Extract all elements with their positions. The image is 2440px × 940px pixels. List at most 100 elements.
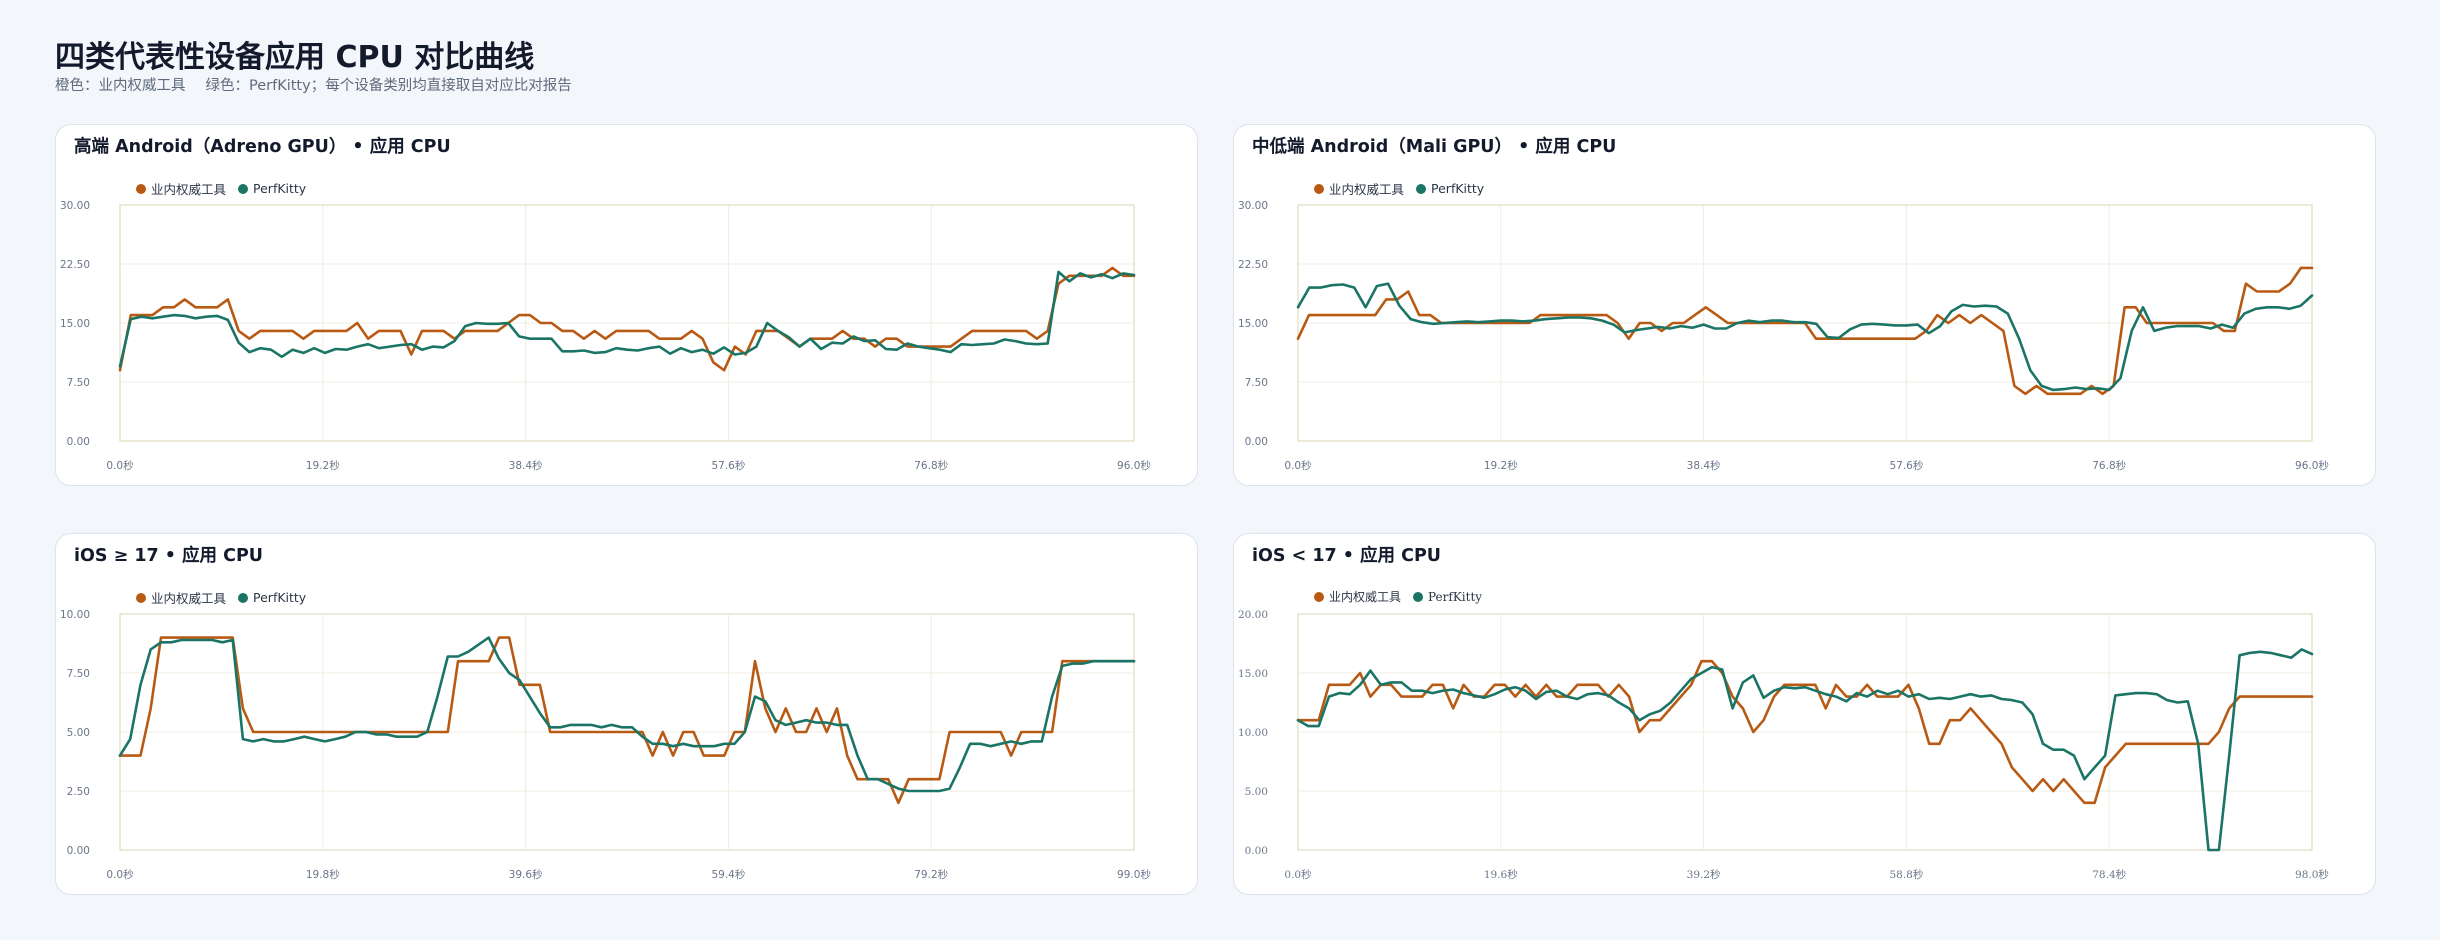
legend-item-industry: 业内权威工具 [1314,179,1404,198]
chart-title: iOS ≥ 17 • 应用 CPU [74,546,264,566]
y-tick-label: 15.00 [1238,318,1268,330]
series-line-industry [118,266,1136,372]
chart-legend: 业内权威工具 PerfKitty [1314,179,1496,198]
y-tick-label: 20.00 [1238,609,1268,621]
chart-panel-ios-17plus: iOS ≥ 17 • 应用 CPU 业内权威工具 PerfKitty 0.00 2… [55,533,1198,895]
series-line-perfkitty [1296,282,2314,392]
legend-dot-industry [136,592,146,603]
y-tick-label: 30.00 [60,200,90,212]
y-tick-label: 10.00 [60,609,90,621]
legend-dot-perfkitty [1413,591,1424,602]
series-line-perfkitty [118,636,1136,793]
y-tick-label: 7.50 [67,377,90,389]
legend-item-perfkitty: PerfKitty [238,590,306,605]
page-title: 四类代表性设备应用 CPU 对比曲线 [55,40,535,75]
y-tick-label: 7.50 [67,668,90,680]
x-tick-label: 39.2秒 [1687,868,1721,881]
legend-dot-industry [1314,591,1324,602]
legend-item-industry: 业内权威工具 [136,179,226,198]
y-tick-label: 15.00 [1238,668,1268,680]
y-tick-label: 5.00 [1245,786,1268,798]
legend-dot-perfkitty [238,183,249,194]
x-tick-label: 96.0秒 [2295,459,2329,472]
chart-title: iOS < 17 • 应用 CPU [1252,546,1442,566]
legend-label-perfkitty: PerfKitty [1428,589,1483,604]
legend-label-industry: 业内权威工具 [151,182,227,197]
chart-legend: 业内权威工具 PerfKitty [136,588,318,607]
legend-label-industry: 业内权威工具 [1329,590,1402,604]
x-tick-label: 76.8秒 [2092,459,2126,472]
x-tick-label: 19.2秒 [1484,459,1518,472]
legend-label-industry: 业内权威工具 [1329,182,1405,197]
legend-item-perfkitty: PerfKitty [1413,590,1482,604]
x-tick-label: 57.6秒 [1889,459,1923,472]
x-tick-label: 0.0秒 [1284,459,1312,472]
x-tick-label: 99.0秒 [1117,868,1151,881]
x-tick-label: 0.0秒 [106,459,134,472]
x-tick-label: 38.4秒 [1687,459,1721,472]
y-tick-label: 2.50 [67,786,90,798]
plot-frame [1297,613,2313,851]
y-tick-label: 10.00 [1238,727,1268,739]
legend-label-perfkitty: PerfKitty [1431,181,1485,196]
y-tick-label: 22.50 [60,259,90,271]
legend-dot-industry [1314,183,1324,194]
page-subtitle: 橙色：业内权威工具 绿色：PerfKitty；每个设备类别均直接取自对应比对报告 [55,74,592,95]
x-tick-label: 39.6秒 [509,868,543,881]
x-tick-label: 58.8秒 [1889,868,1923,881]
legend-dot-industry [136,183,146,194]
legend-item-industry: 业内权威工具 [1314,588,1401,605]
series-line-industry [1296,659,2314,805]
x-tick-label: 76.8秒 [914,459,948,472]
line-chart-svg: 0.00 2.50 5.00 7.50 10.00 0.0秒 19.8秒 39.6秒 59.4秒… [60,609,1151,881]
legend-item-industry: 业内权威工具 [136,588,226,607]
legend-dot-perfkitty [1416,183,1427,194]
plot-frame [119,204,1135,442]
series-line-industry [1296,266,2314,396]
series-line-perfkitty [118,270,1136,368]
line-chart-svg: 0.00 7.50 15.00 22.50 30.00 0.0秒 19.2秒 38.4秒 57.… [60,200,1151,472]
legend-label-perfkitty: PerfKitty [253,590,307,605]
chart-panel-ios-below17: iOS < 17 • 应用 CPU 业内权威工具 PerfKitty 0.00 5… [1233,533,2376,895]
line-chart-svg: 0.00 7.50 15.00 22.50 30.00 0.0秒 19.2秒 38.4秒 57.… [1238,200,2329,472]
line-chart-svg: 0.00 5.00 10.00 15.00 20.00 0.0秒 19.6秒 39.2秒 58.… [1238,609,2329,881]
series-line-industry [118,636,1136,805]
y-tick-label: 0.00 [1245,845,1268,857]
legend-dot-perfkitty [238,592,249,603]
y-tick-label: 7.50 [1245,377,1268,389]
y-tick-label: 15.00 [60,318,90,330]
x-tick-label: 0.0秒 [1284,868,1312,881]
chart-panel-android-high: 高端 Android（Adreno GPU） • 应用 CPU 业内权威工具 P… [55,124,1198,486]
chart-title: 中低端 Android（Mali GPU） • 应用 CPU [1252,137,1617,157]
y-tick-label: 0.00 [67,436,90,448]
y-tick-label: 30.00 [1238,200,1268,212]
x-tick-label: 19.6秒 [1484,868,1518,881]
x-tick-label: 38.4秒 [509,459,543,472]
x-tick-label: 78.4秒 [2092,868,2126,881]
y-tick-label: 22.50 [1238,259,1268,271]
series-line-perfkitty [1296,648,2314,852]
x-tick-label: 59.4秒 [711,868,745,881]
x-tick-label: 79.2秒 [914,868,948,881]
x-tick-label: 98.0秒 [2295,868,2329,881]
legend-item-perfkitty: PerfKitty [1416,181,1484,196]
subtitle-perfkitty: 绿色：PerfKitty；每个设备类别均直接取自对应比对报告 [205,78,572,94]
y-tick-label: 5.00 [67,727,90,739]
x-tick-label: 0.0秒 [106,868,134,881]
y-tick-label: 0.00 [1245,436,1268,448]
plot-frame [1297,204,2313,442]
chart-title: 高端 Android（Adreno GPU） • 应用 CPU [74,137,451,157]
x-tick-label: 19.2秒 [306,459,340,472]
x-tick-label: 96.0秒 [1117,459,1151,472]
plot-frame [119,613,1135,851]
legend-label-industry: 业内权威工具 [151,591,227,606]
chart-legend: 业内权威工具 PerfKitty [136,179,318,198]
x-tick-label: 57.6秒 [711,459,745,472]
x-tick-label: 19.8秒 [306,868,340,881]
chart-legend: 业内权威工具 PerfKitty [1314,588,1494,605]
legend-item-perfkitty: PerfKitty [238,181,306,196]
legend-label-perfkitty: PerfKitty [253,181,307,196]
chart-panel-android-low: 中低端 Android（Mali GPU） • 应用 CPU 业内权威工具 Pe… [1233,124,2376,486]
subtitle-industry: 橙色：业内权威工具 [55,78,186,94]
y-tick-label: 0.00 [67,845,90,857]
